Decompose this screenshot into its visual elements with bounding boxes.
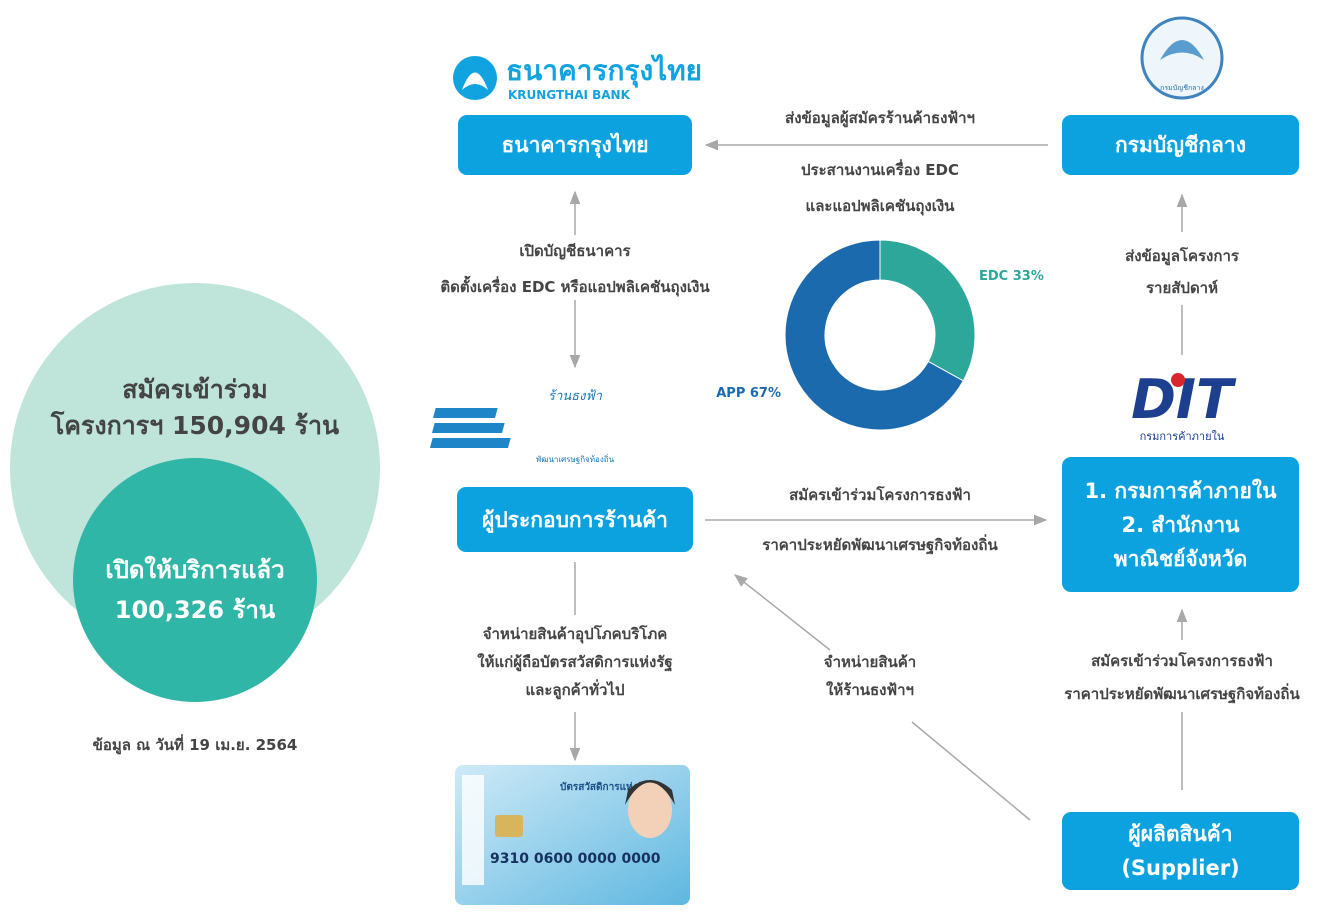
dit-line: 2. สำนักงาน [1121,512,1240,537]
donut-chart: EDC 33% APP 67% [716,239,1044,431]
arrows [569,139,1188,821]
edge-line: ส่งข้อมูลโครงการ [1125,247,1239,265]
supplier-line: (Supplier) [1121,856,1240,880]
node-dit: 1. กรมการค้าภายใน 2. สำนักงาน พาณิชย์จัง… [1062,457,1299,592]
edge-label: ส่งข้อมูลผู้สมัครร้านค้าธงฟ้าฯ [785,109,975,127]
thongfa-bottom: พัฒนาเศรษฐกิจท้องถิ่น [536,453,615,464]
cgd-seal-text: กรมบัญชีกลาง [1160,84,1204,92]
edge-label: เปิดบัญชีธนาคาร ติดตั้งเครื่อง EDC หรือแ… [440,233,709,305]
card-title: บัตรสวัสดิการแห่งรัฐ [560,781,649,793]
dit-line: พาณิชย์จังหวัด [1113,546,1248,571]
edge-label: สมัครเข้าร่วมโครงการธงฟ้า ราคาประหยัดพัฒ… [1064,645,1299,711]
node-merchant: ผู้ประกอบการร้านค้า [457,487,693,552]
ktb-logo: ธนาคารกรุงไทย KRUNGTHAI BANK [453,54,702,102]
edge-line: จำหน่ายสินค้าอุปโภคบริโภค [482,625,668,643]
edge-line: ราคาประหยัดพัฒนาเศรษฐกิจท้องถิ่น [1064,685,1300,703]
open-line2: 100,326 ร้าน [105,590,284,630]
open-unit: ร้าน [232,596,276,624]
open-circle [73,458,317,702]
thongfa-logo: ร้านธงฟ้า พัฒนาเศรษฐกิจท้องถิ่น [429,389,615,464]
donut-slice [879,239,976,382]
dit-name: กรมการค้าภายใน [1140,430,1225,443]
registered-prefix: โครงการฯ [50,411,164,440]
edge-line: ติดตั้งเครื่อง EDC หรือแอปพลิเคชันถุงเงิ… [440,278,710,296]
donut-label: EDC 33% [979,269,1044,284]
edge-line: ให้ร้านธงฟ้าฯ [826,681,914,699]
edge-label: จำหน่ายสินค้าอุปโภคบริโภค ให้แก่ผู้ถือบั… [477,620,672,704]
registered-line2: โครงการฯ 150,904 ร้าน [51,408,339,444]
open-line1: เปิดให้บริการแล้ว [105,556,285,584]
cgd-seal: กรมบัญชีกลาง [1140,16,1224,100]
ktb-thai: ธนาคารกรุงไทย [506,54,702,88]
edge-label: ราคาประหยัดพัฒนาเศรษฐกิจท้องถิ่น [762,536,998,554]
edge-line: รายสัปดาห์ [1145,279,1218,297]
donut-slice [784,239,964,431]
edge-line: และแอปพลิเคชันถุงเงิน [805,197,955,215]
registered-number: 150,904 [172,411,286,440]
edge-line: ให้แก่ผู้ถือบัตรสวัสดิการแห่งรัฐ [477,653,673,671]
registered-line1: สมัครเข้าร่วม [122,375,268,404]
ktb-en: KRUNGTHAI BANK [508,88,631,102]
donut-label: APP 67% [716,386,781,401]
registered-text: สมัครเข้าร่วม โครงการฯ 150,904 ร้าน [51,372,339,444]
node-cgd: กรมบัญชีกลาง [1062,115,1299,175]
node-bank: ธนาคารกรุงไทย [458,115,692,175]
edge-label: สมัครเข้าร่วมโครงการธงฟ้า [789,486,971,504]
dit-logo: DIT กรมการค้าภายใน [1131,368,1237,443]
edge-label: ประสานงานเครื่อง EDC และแอปพลิเคชันถุงเง… [801,152,959,224]
dit-line: 1. กรมการค้าภายใน [1084,478,1277,503]
edge-line: สมัครเข้าร่วมโครงการธงฟ้า [1091,652,1273,670]
edge-label: จำหน่ายสินค้า ให้ร้านธงฟ้าฯ [824,648,916,704]
open-text: เปิดให้บริการแล้ว 100,326 ร้าน [105,550,284,630]
edge-line: ประสานงานเครื่อง EDC [801,161,959,179]
node-supplier: ผู้ผลิตสินค้า (Supplier) [1062,812,1299,890]
welfare-card: บัตรสวัสดิการแห่งรัฐ 9310 0600 0000 0000 [455,765,690,905]
card-number: 9310 0600 0000 0000 [490,851,661,867]
thongfa-top: ร้านธงฟ้า [548,389,603,404]
supplier-line: ผู้ผลิตสินค้า [1128,822,1233,846]
edge-line: เปิดบัญชีธนาคาร [519,242,631,260]
registered-unit: ร้าน [294,411,340,440]
open-number: 100,326 [114,596,225,624]
edge-line: และลูกค้าทั่วไป [525,681,625,699]
edge-line: จำหน่ายสินค้า [823,653,917,671]
footnote: ข้อมูล ณ วันที่ 19 เม.ย. 2564 [92,736,298,754]
edge-label: ส่งข้อมูลโครงการ รายสัปดาห์ [1125,240,1239,304]
